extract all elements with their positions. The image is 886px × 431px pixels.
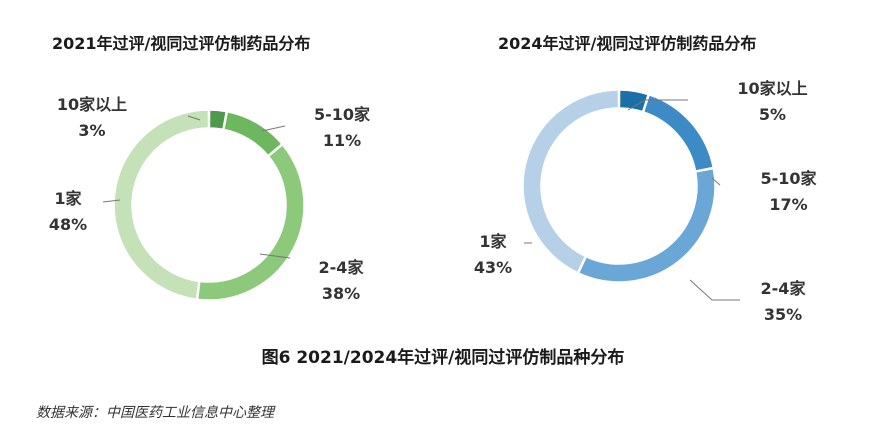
category-label: 5-10家 — [760, 169, 817, 188]
donut-chart-2024 — [522, 89, 716, 283]
chart-title-2021: 2021年过评/视同过评仿制药品分布 — [52, 34, 311, 53]
leader-line — [711, 177, 721, 186]
label-2024-2-4: 2-4家 35% — [748, 276, 818, 328]
category-label: 2-4家 — [318, 258, 364, 277]
donut-slice-4 — [113, 109, 210, 301]
label-2021-2-4: 2-4家 38% — [306, 255, 376, 307]
leader-line — [689, 279, 740, 301]
data-label: 5% — [758, 105, 787, 124]
label-2024-10plus: 10家以上 5% — [725, 76, 820, 128]
category-label: 2-4家 — [760, 279, 806, 298]
donut-slice-3 — [196, 143, 305, 301]
category-label: 10家以上 — [737, 79, 808, 98]
leader-line — [102, 199, 121, 203]
category-label: 5-10家 — [313, 105, 371, 124]
label-2021-5-10: 5-10家 11% — [302, 102, 382, 154]
label-2024-1: 1家 43% — [463, 229, 523, 281]
leader-line — [261, 125, 286, 132]
chart-title-2024: 2024年过评/视同过评仿制药品分布 — [498, 34, 757, 53]
label-2021-1: 1家 48% — [38, 186, 98, 238]
label-2024-5-10: 5-10家 17% — [741, 166, 836, 218]
donut-slice-2 — [223, 110, 283, 157]
figure-title: 图6 2021/2024年过评/视同过评仿制品种分布 — [261, 348, 625, 368]
data-label: 11% — [322, 131, 362, 150]
category-label: 10家以上 — [56, 95, 128, 114]
data-label: 3% — [78, 121, 106, 140]
leader-line — [627, 99, 688, 111]
data-label: 35% — [763, 305, 803, 324]
data-label: 38% — [321, 284, 361, 303]
donut-slice-4 — [522, 89, 620, 274]
category-label: 1家 — [54, 189, 82, 208]
data-label: 48% — [48, 215, 88, 234]
label-2021-10plus: 10家以上 3% — [52, 92, 132, 144]
donut-slice-1 — [618, 89, 650, 113]
leader-line — [259, 253, 291, 259]
donut-chart-2021 — [113, 109, 305, 301]
source-note: 数据来源：中国医药工业信息中心整理 — [36, 405, 274, 421]
donut-slice-1 — [208, 109, 228, 131]
leader-lines — [102, 99, 740, 301]
leader-line — [187, 115, 201, 121]
data-label: 17% — [769, 195, 808, 214]
data-label: 43% — [473, 258, 513, 277]
category-label: 1家 — [479, 232, 507, 251]
donut-slice-3 — [577, 167, 716, 283]
donut-slice-2 — [642, 93, 715, 172]
